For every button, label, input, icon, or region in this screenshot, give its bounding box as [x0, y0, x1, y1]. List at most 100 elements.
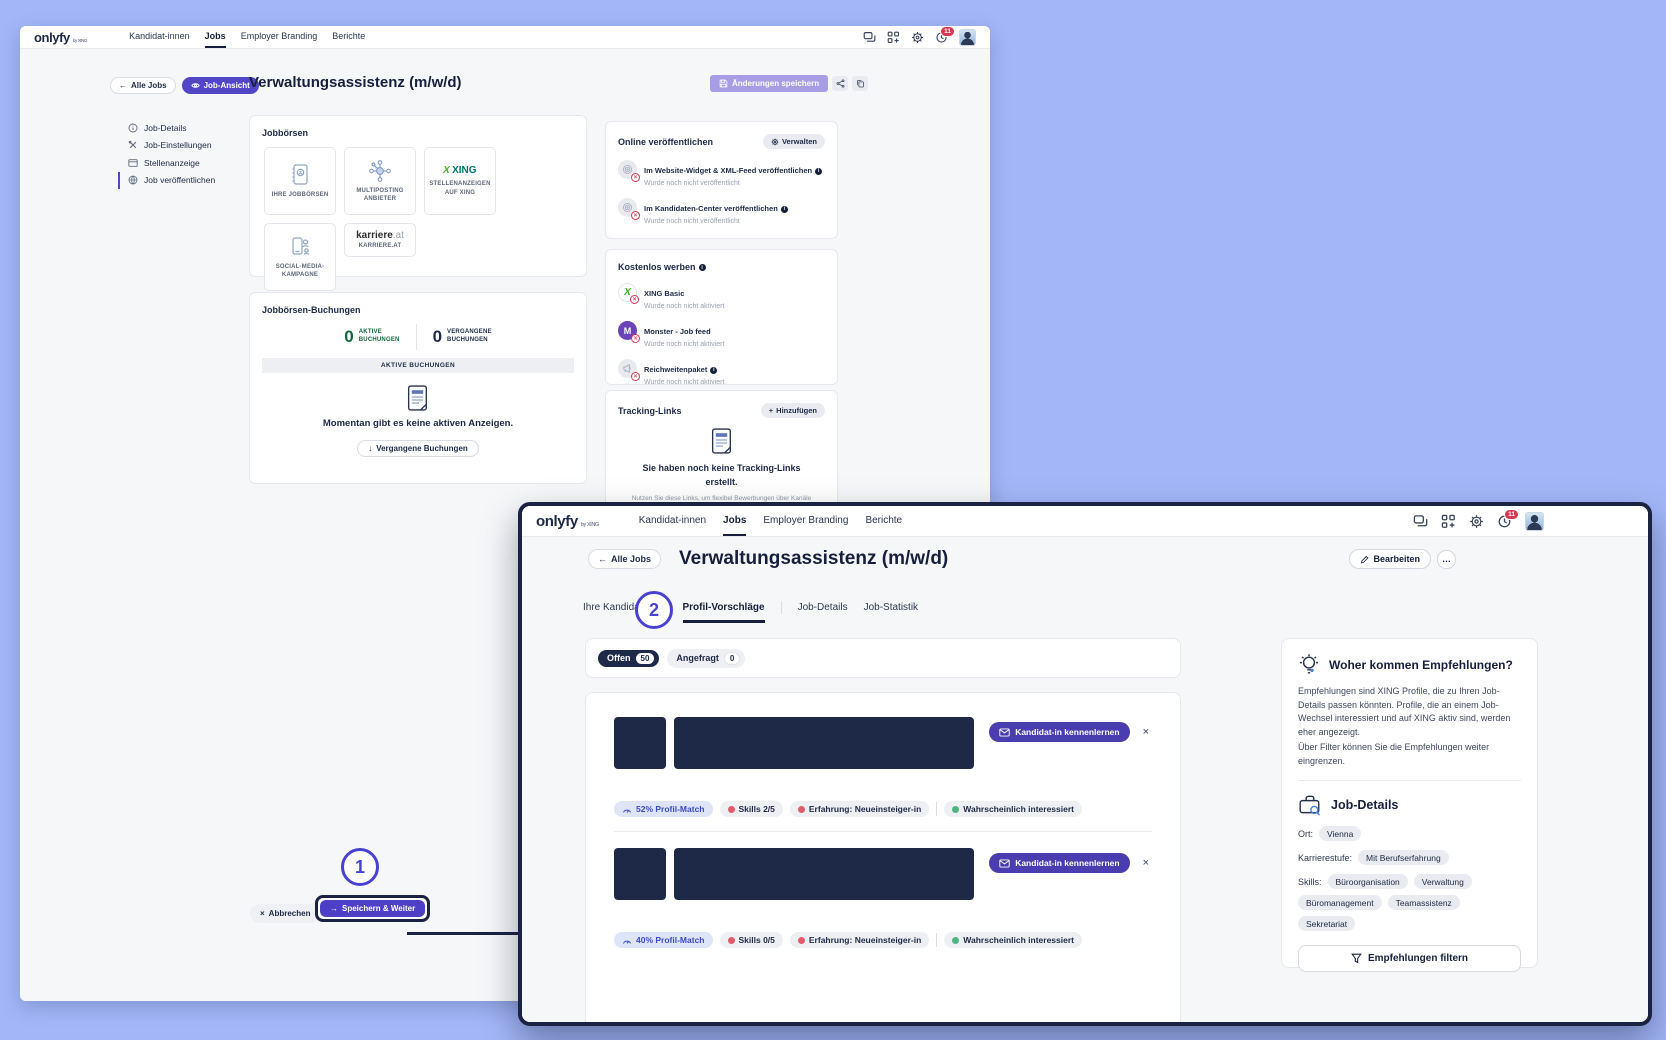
- logo-text: onlyfy: [34, 29, 70, 45]
- back-to-all-jobs-button[interactable]: ← Alle Jobs: [110, 77, 176, 94]
- dismiss-candidate-button[interactable]: ×: [1142, 726, 1149, 738]
- network-icon: [369, 160, 391, 182]
- settings-gear-icon[interactable]: [911, 31, 924, 44]
- info-dot-icon[interactable]: i: [780, 205, 788, 213]
- past-bookings-button[interactable]: ↓ Vergangene Buchungen: [357, 440, 479, 457]
- menu-job-einstellungen[interactable]: Job-Einstellungen: [118, 137, 268, 155]
- info-dot-icon[interactable]: i: [698, 264, 706, 272]
- publish-item-sub: Wurde noch nicht veröffentlicht: [644, 180, 740, 187]
- onlyfy-logo[interactable]: onlyfy by XING: [34, 29, 88, 45]
- ort-label: Ort:: [1298, 828, 1313, 839]
- copy-button[interactable]: [852, 76, 869, 91]
- apps-grid-icon[interactable]: [887, 31, 900, 44]
- tracking-head: Tracking-Links + Hinzufügen: [606, 391, 837, 418]
- messages-icon[interactable]: [1413, 514, 1428, 529]
- filter-angefragt[interactable]: Angefragt 0: [667, 648, 746, 668]
- skills-row: Skills: Büroorganisation Verwaltung Büro…: [1298, 874, 1521, 931]
- save-changes-button[interactable]: Änderungen speichern: [710, 75, 829, 92]
- tab-job-statistik[interactable]: Job-Statistik: [863, 602, 919, 613]
- edit-button[interactable]: Bearbeiten: [1349, 549, 1431, 569]
- history-clock-icon[interactable]: 11: [935, 25, 955, 44]
- info-dot-icon[interactable]: i: [815, 167, 823, 175]
- candidate-row: Kandidat-in kennenlernen × 40% Profil-Ma…: [586, 832, 1180, 948]
- red-dot-icon: [797, 936, 805, 944]
- step-2-annotation: 2: [635, 591, 673, 629]
- tile-ihre-jobboersen[interactable]: IHRE JOBBÖRSEN: [264, 147, 336, 215]
- nav-kandidaten[interactable]: Kandidat-innen: [129, 31, 190, 41]
- nav-kandidaten[interactable]: Kandidat-innen: [638, 514, 707, 526]
- nav-employer-branding[interactable]: Employer Branding: [763, 514, 849, 526]
- free-ads-head: Kostenlos werben i: [606, 250, 837, 272]
- candidate-tags: 40% Profil-Match Skills 0/5 Erfahrung: N…: [614, 932, 1152, 948]
- tile-xing-stellenanzeigen[interactable]: X XING STELLENANZEIGEN AUF XING: [424, 147, 496, 215]
- karrierestufe-label: Karrierestufe:: [1298, 852, 1353, 863]
- copy-icon: [856, 80, 864, 88]
- candidate-main: Kandidat-in kennenlernen ×: [614, 717, 1152, 769]
- history-clock-icon[interactable]: 11: [1497, 508, 1519, 529]
- publish-title: Online veröffentlichen: [618, 136, 714, 147]
- settings-gear-icon[interactable]: [1469, 514, 1484, 529]
- messages-icon[interactable]: [863, 31, 876, 44]
- experience-tag: Erfahrung: Neueinsteiger-in: [789, 801, 930, 817]
- past-bookings-label: VERGANGENE BUCHUNGEN: [447, 329, 492, 345]
- gauge-icon: [622, 940, 632, 944]
- karriere-logo: karriere.at: [356, 230, 404, 241]
- dismiss-candidate-button[interactable]: ×: [1142, 857, 1149, 869]
- nav-jobs[interactable]: Jobs: [204, 26, 226, 48]
- menu-stellenanzeige[interactable]: Stellenanzeige: [118, 154, 268, 172]
- meet-candidate-button[interactable]: Kandidat-in kennenlernen: [989, 722, 1130, 742]
- down-arrow-icon: ↓: [368, 444, 373, 453]
- tab-job-details[interactable]: Job-Details: [797, 602, 848, 613]
- apps-grid-icon[interactable]: [1441, 514, 1456, 529]
- menu-job-details[interactable]: Job-Details: [118, 119, 268, 137]
- filter-offen[interactable]: Offen 50: [598, 649, 660, 667]
- onlyfy-logo[interactable]: onlyfy by XING: [536, 513, 599, 530]
- meet-candidate-label: Kandidat-in kennenlernen: [1015, 727, 1120, 737]
- tile-social-media[interactable]: SOCIAL-MEDIA-KAMPAGNE: [264, 223, 336, 291]
- candidate-tags: 52% Profil-Match Skills 2/5 Erfahrung: N…: [614, 801, 1152, 817]
- free-ad-reichweitenpaket: × Reichweitenpaket i Wurde noch nicht akt…: [618, 359, 825, 386]
- no-active-ads-text: Momentan gibt es keine aktiven Anzeigen.: [322, 418, 514, 429]
- info-head: Woher kommen Empfehlungen?: [1298, 653, 1521, 677]
- filter-count: 0: [723, 651, 741, 665]
- page-header: ← Alle Jobs Verwaltungsassistenz (m/w/d) …: [588, 548, 1456, 570]
- back-to-all-jobs-button[interactable]: ← Alle Jobs: [588, 549, 662, 569]
- job-view-button[interactable]: Job-Ansicht: [181, 77, 259, 94]
- megaphone-icon: ×: [618, 359, 640, 381]
- save-and-continue-button[interactable]: → Speichern & Weiter: [320, 900, 426, 917]
- filter-recommendations-button[interactable]: Empfehlungen filtern: [1298, 945, 1521, 972]
- free-ad-title: XING Basic: [644, 289, 685, 298]
- skill-pill: Sekretariat: [1298, 916, 1356, 931]
- menu-job-veroeffentlichen[interactable]: Job veröffentlichen: [118, 171, 268, 189]
- skill-pill: Teamassistenz: [1387, 895, 1460, 910]
- info-dot-icon[interactable]: i: [710, 366, 718, 374]
- user-avatar[interactable]: [1525, 511, 1544, 531]
- menu-label: Job-Einstellungen: [144, 140, 212, 151]
- free-ad-text: XING Basic Wurde noch nicht aktiviert: [644, 283, 724, 310]
- add-tracking-link-button[interactable]: + Hinzufügen: [760, 403, 825, 418]
- nav-berichte[interactable]: Berichte: [865, 514, 903, 526]
- jobboards-title: Jobbörsen: [262, 128, 309, 138]
- page-title: Verwaltungsassistenz (m/w/d): [249, 74, 462, 91]
- free-ad-text: Reichweitenpaket i Wurde noch nicht aktiv…: [644, 359, 724, 386]
- cancel-button[interactable]: × Abbrechen: [250, 904, 321, 923]
- nav-berichte[interactable]: Berichte: [332, 31, 366, 41]
- more-options-button[interactable]: …: [1437, 549, 1456, 569]
- manage-button[interactable]: Verwalten: [762, 134, 825, 149]
- nav-employer-branding[interactable]: Employer Branding: [240, 31, 318, 41]
- back-button-label: Alle Jobs: [131, 81, 167, 90]
- publish-items: × Im Website-Widget & XML-Feed veröffent…: [606, 160, 837, 225]
- user-avatar[interactable]: [959, 28, 976, 46]
- not-published-badge: ×: [631, 173, 640, 182]
- nav-jobs[interactable]: Jobs: [723, 506, 747, 536]
- tile-karriere-at[interactable]: karriere.at KARRIERE.AT: [344, 223, 416, 257]
- tab-profil-vorschlaege[interactable]: Profil-Vorschläge: [682, 602, 765, 623]
- bookings-title: Jobbörsen-Buchungen: [262, 305, 361, 315]
- tab-ihre-kandidaten[interactable]: Ihre Kandidat: [583, 602, 643, 613]
- sidebar-buttons: ← Alle Jobs Job-Ansicht: [110, 77, 259, 94]
- share-button[interactable]: [832, 76, 849, 91]
- connector-line: [407, 932, 522, 935]
- ort-row: Ort: Vienna: [1298, 826, 1521, 841]
- tile-multiposting[interactable]: MULTIPOSTING ANBIETER: [344, 147, 416, 215]
- meet-candidate-button[interactable]: Kandidat-in kennenlernen: [989, 853, 1130, 873]
